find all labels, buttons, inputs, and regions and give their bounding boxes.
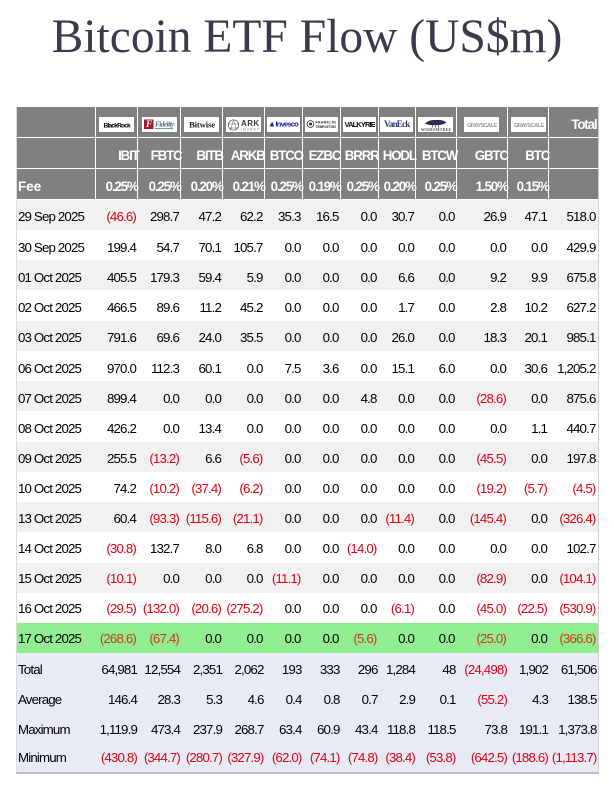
svg-text:GRAYSCALE: GRAYSCALE: [514, 122, 544, 128]
svg-text:WISDOMTREE: WISDOMTREE: [421, 127, 452, 132]
svg-text:VanEck: VanEck: [384, 119, 410, 129]
svg-text:VALKYRIE: VALKYRIE: [344, 119, 375, 128]
svg-text:Fidelity: Fidelity: [155, 120, 175, 128]
svg-text:Invesco: Invesco: [275, 119, 299, 128]
svg-text:GRAYSCALE: GRAYSCALE: [467, 122, 497, 128]
svg-text:INVEST: INVEST: [241, 127, 260, 131]
svg-text:BlackRock: BlackRock: [103, 122, 131, 129]
svg-text:F: F: [145, 119, 152, 129]
svg-text:FRANKLIN: FRANKLIN: [315, 120, 336, 124]
svg-text:ARK: ARK: [241, 119, 259, 128]
svg-text:TEMPLETON: TEMPLETON: [315, 125, 336, 129]
svg-text:Bitwise: Bitwise: [189, 119, 215, 129]
